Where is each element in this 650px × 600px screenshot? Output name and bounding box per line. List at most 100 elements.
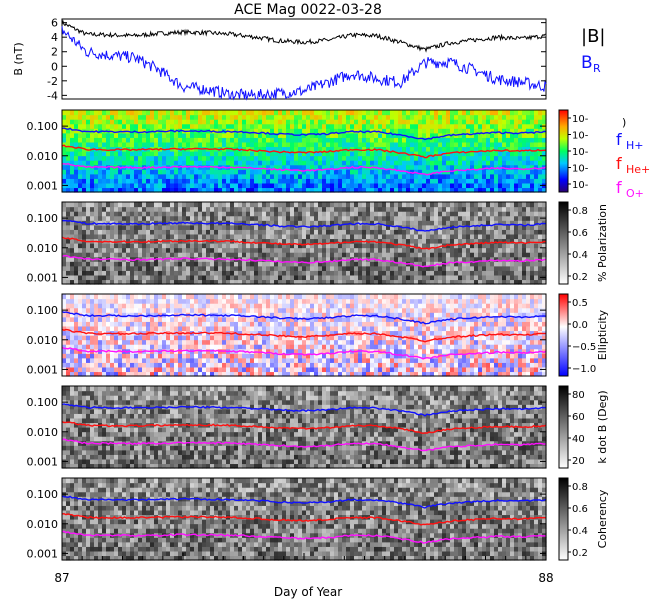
spectrogram-cell <box>74 335 79 341</box>
spectrogram-cell <box>502 265 507 271</box>
spectrogram-cell <box>342 169 347 175</box>
spectrogram-cell <box>174 321 179 327</box>
spectrogram-cell <box>318 206 323 212</box>
spectrogram-cell <box>482 164 487 170</box>
spectrogram-cell <box>482 182 487 189</box>
spectrogram-cell <box>418 238 423 244</box>
spectrogram-cell <box>358 274 363 281</box>
spectrogram-cell <box>62 247 67 253</box>
spectrogram-cell <box>390 114 395 120</box>
spectrogram-cell <box>298 182 303 189</box>
spectrogram-cell <box>246 270 251 276</box>
spectrogram-cell <box>358 123 363 129</box>
spectrogram-cell <box>258 155 263 161</box>
spectrogram-cell <box>386 256 391 262</box>
spectrogram-cell <box>154 243 159 249</box>
spectrogram-cell <box>90 247 95 253</box>
spectrogram-cell <box>150 202 155 208</box>
spectrogram-cell <box>402 279 407 285</box>
spectrogram-cell <box>334 114 339 120</box>
spectrogram-cell <box>346 202 351 208</box>
spectrogram-cell <box>222 155 227 161</box>
spectrogram-cell <box>242 155 247 161</box>
spectrogram-cell <box>242 279 247 285</box>
spectrogram-cell <box>122 261 127 267</box>
spectrogram-cell <box>366 151 371 157</box>
spectrogram-cell <box>150 362 155 368</box>
spectrogram-cell <box>310 279 315 285</box>
spectrogram-cell <box>354 182 359 189</box>
spectrogram-cell <box>330 132 335 138</box>
spectrogram-cell <box>298 187 303 193</box>
spectrogram-cell <box>490 123 495 129</box>
spectrogram-cell <box>114 274 119 281</box>
spectrogram-cell <box>62 178 67 184</box>
spectrogram-cell <box>386 206 391 212</box>
spectrogram-cell <box>534 114 539 120</box>
spectrogram-cell <box>478 164 483 170</box>
spectrogram-cell <box>334 233 339 240</box>
spectrogram-cell <box>82 270 87 276</box>
spectrogram-cell <box>250 146 255 152</box>
spectrogram-cell <box>250 215 255 221</box>
spectrogram-cell <box>178 307 183 313</box>
spectrogram-cell <box>482 220 487 226</box>
spectrogram-cell <box>462 206 467 212</box>
spectrogram-cell <box>62 261 67 267</box>
spectrogram-cell <box>438 220 443 226</box>
spectrogram-cell <box>310 206 315 212</box>
spectrogram-cell <box>522 229 527 235</box>
spectrogram-cell <box>494 233 499 240</box>
spectrogram-cell <box>386 155 391 161</box>
spectrogram-cell <box>414 202 419 208</box>
spectrogram-cell <box>170 316 175 322</box>
spectrogram-cell <box>478 252 483 258</box>
spectrogram-cell <box>382 233 387 240</box>
spectrogram-cell <box>294 252 299 258</box>
spectrogram-cell <box>74 274 79 281</box>
spectrogram-cell <box>326 247 331 253</box>
spectrogram-cell <box>174 178 179 184</box>
spectrogram-cell <box>378 155 383 161</box>
spectrogram-cell <box>490 128 495 134</box>
spectrogram-cell <box>118 160 123 166</box>
spectrogram-cell <box>106 146 111 152</box>
spectrogram-cell <box>194 110 199 116</box>
spectrogram-cell <box>118 173 123 179</box>
spectrogram-cell <box>74 265 79 271</box>
spectrogram-cell <box>142 173 147 179</box>
spectrogram-cell <box>298 110 303 116</box>
spectrogram-cell <box>106 247 111 253</box>
spectrogram-cell <box>94 252 99 258</box>
spectrogram-cell <box>382 243 387 249</box>
spectrogram-cell <box>454 247 459 253</box>
spectrogram-cell <box>410 202 415 208</box>
spectrogram-cell <box>526 211 531 217</box>
spectrogram-cell <box>254 155 259 161</box>
spectrogram-cell <box>474 220 479 226</box>
spectrogram-cell <box>374 206 379 212</box>
spectrogram-cell <box>190 151 195 157</box>
legend-br-subscript: R <box>593 62 601 75</box>
spectrogram-cell <box>230 110 235 116</box>
spectrogram-cell <box>162 274 167 281</box>
spectrogram-cell <box>454 155 459 161</box>
spectrogram-cell <box>190 243 195 249</box>
spectrogram-cell <box>114 335 119 341</box>
spectrogram-cell <box>434 224 439 230</box>
spectrogram-cell <box>94 211 99 217</box>
spectrogram-cell <box>526 274 531 281</box>
spectrogram-cell <box>134 247 139 253</box>
spectrogram-cell <box>486 229 491 235</box>
spectrogram-cell <box>422 119 427 125</box>
spectrogram-cell <box>302 243 307 249</box>
spectrogram-cell <box>466 182 471 189</box>
spectrogram-cell <box>90 307 95 313</box>
spectrogram-cell <box>386 202 391 208</box>
spectrogram-cell <box>346 146 351 152</box>
spectrogram-cell <box>86 206 91 212</box>
spectrogram-cell <box>282 123 287 129</box>
spectrogram-cell <box>362 137 367 143</box>
spectrogram-cell <box>118 344 123 350</box>
spectrogram-cell <box>102 339 107 345</box>
